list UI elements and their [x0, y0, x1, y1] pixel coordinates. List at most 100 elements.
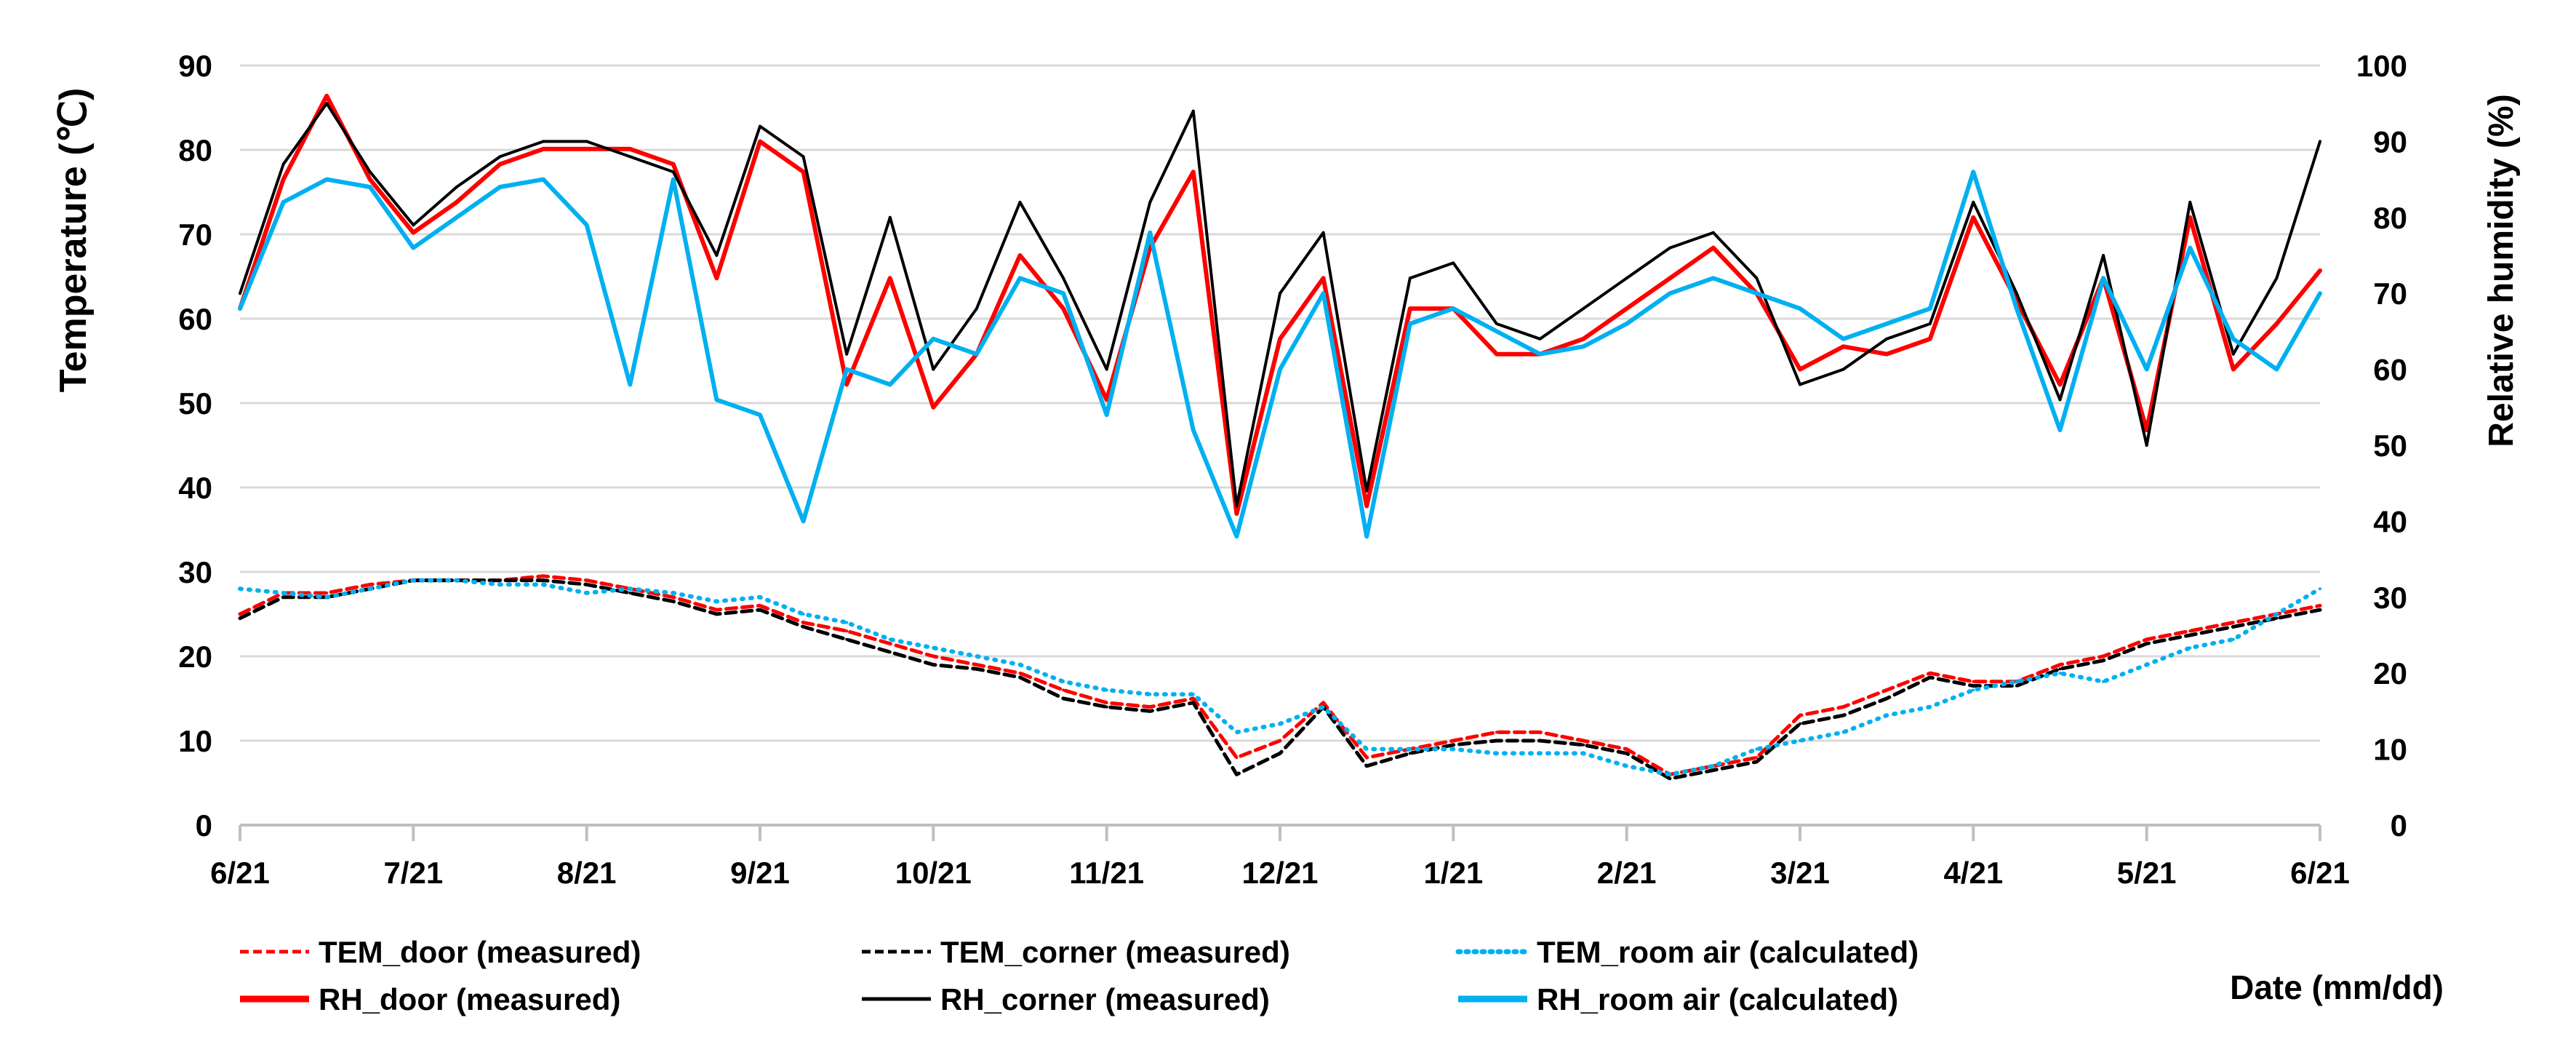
series-point-5 [1408, 322, 1412, 325]
series-point-0 [1235, 756, 1239, 760]
series-point-4 [2275, 276, 2279, 280]
series-point-2 [498, 583, 502, 586]
series-point-2 [2319, 587, 2321, 591]
series-point-1 [2102, 658, 2105, 662]
series-point-5 [1105, 413, 1108, 417]
x-tick-label: 6/21 [210, 856, 270, 890]
series-point-2 [2188, 646, 2192, 650]
series-point-4 [1452, 261, 1455, 265]
series-point-1 [1841, 714, 1845, 717]
series-point-3 [1668, 276, 1672, 280]
series-point-3 [585, 147, 588, 151]
series-point-1 [1711, 768, 1715, 772]
series-point-3 [1105, 398, 1108, 402]
series-point-4 [1321, 231, 1325, 234]
series-point-4 [368, 170, 372, 174]
series-point-3 [1885, 352, 1889, 356]
series-point-2 [2145, 663, 2148, 666]
x-axis-label: Date (mm/dd) [2230, 968, 2444, 1006]
series-point-2 [1928, 705, 1932, 709]
series-point-3 [2231, 367, 2235, 371]
series-point-5 [1279, 367, 1281, 371]
series-point-2 [325, 595, 329, 599]
series-point-5 [585, 223, 588, 227]
series-point-2 [1191, 693, 1195, 696]
right-tick-labels: 0 10 20 30 40 50 60 70 80 90 100 [2356, 49, 2407, 843]
series-point-2 [845, 621, 849, 624]
y-right-tick-label: 50 [2373, 429, 2407, 463]
series-point-4 [2058, 398, 2062, 402]
series-point-0 [1755, 756, 1759, 760]
series-point-2 [412, 578, 415, 582]
y-right-tick-label: 0 [2391, 808, 2407, 843]
series-point-5 [2275, 367, 2279, 371]
x-tick-label: 9/21 [730, 856, 790, 890]
series-point-5 [1365, 535, 1369, 538]
series-point-3 [412, 231, 415, 234]
series-point-0 [845, 629, 849, 633]
series-point-2 [1148, 693, 1152, 696]
series-point-2 [759, 595, 761, 599]
series-point-1 [1408, 752, 1412, 755]
series-point-0 [1105, 701, 1108, 704]
series-point-4 [2188, 200, 2192, 204]
series-point-0 [1365, 756, 1369, 760]
series-point-0 [1625, 747, 1628, 751]
legend-label-4: RH_corner (measured) [940, 982, 1270, 1016]
y-right-tick-label: 60 [2373, 353, 2407, 387]
series-point-2 [932, 646, 935, 650]
series-point-1 [1885, 697, 1889, 700]
series-point-5 [975, 352, 978, 356]
series-point-5 [888, 383, 892, 386]
series-point-5 [2319, 292, 2321, 295]
series-point-1 [759, 608, 761, 612]
series-point-5 [1062, 292, 1065, 295]
series-point-0 [1191, 697, 1195, 700]
series-point-0 [1841, 705, 1845, 709]
y-right-tick-label: 70 [2373, 276, 2407, 311]
series-point-1 [1452, 743, 1455, 747]
series-point-2 [2231, 637, 2235, 641]
series-point-0 [1495, 730, 1498, 734]
y-axis-right-label: Relative humidity (%) [2482, 94, 2521, 447]
series-point-4 [325, 102, 329, 106]
x-tick-label: 2/21 [1597, 856, 1657, 890]
series-point-2 [1582, 752, 1585, 755]
series-point-1 [1755, 760, 1759, 763]
series-point-1 [1495, 739, 1498, 742]
y-left-tick-label: 20 [178, 640, 212, 674]
y-left-tick-label: 50 [178, 386, 212, 421]
series-point-2 [1885, 714, 1889, 717]
series-point-4 [1235, 504, 1239, 508]
series-point-5 [1148, 231, 1152, 234]
legend-label-3: RH_door (measured) [319, 982, 620, 1016]
series-point-2 [2275, 613, 2279, 616]
series-point-3 [1928, 337, 1932, 341]
series-point-0 [671, 595, 675, 599]
series-point-1 [1928, 676, 1932, 679]
legend-label-5: RH_room air (calculated) [1537, 982, 1898, 1016]
series-point-0 [888, 642, 892, 645]
series-point-3 [888, 276, 892, 280]
series-point-3 [1972, 215, 1975, 219]
series-point-0 [1452, 739, 1455, 742]
series-point-4 [1105, 367, 1108, 371]
legend-label-0: TEM_door (measured) [319, 935, 641, 969]
series-point-1 [1972, 684, 1975, 688]
series-point-3 [281, 178, 285, 181]
series-point-5 [1885, 322, 1889, 325]
y-left-tick-label: 10 [178, 724, 212, 758]
axes [239, 824, 2321, 841]
series-point-5 [412, 246, 415, 250]
series-point-4 [542, 140, 545, 143]
series-point-3 [2188, 215, 2192, 219]
series-point-2 [1841, 730, 1845, 734]
y-left-tick-label: 40 [178, 471, 212, 505]
series-point-2 [1538, 752, 1542, 755]
series-point-0 [1928, 672, 1932, 675]
series-point-5 [759, 413, 761, 417]
series-point-4 [1191, 109, 1195, 113]
series-point-4 [455, 186, 458, 188]
series-point-3 [2058, 383, 2062, 386]
